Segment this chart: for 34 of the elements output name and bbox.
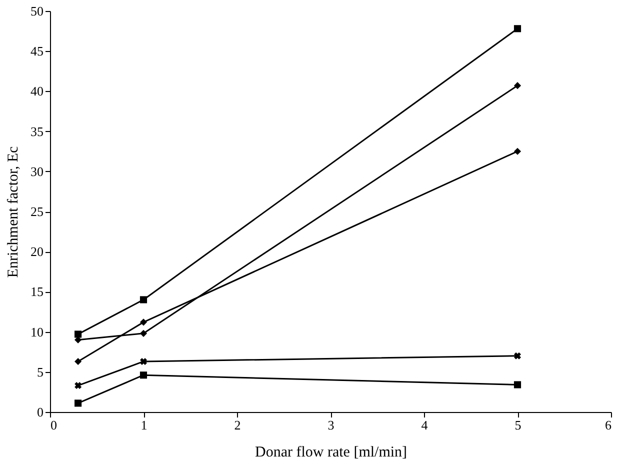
x-axis-title: Donar flow rate [ml/min] xyxy=(254,444,408,460)
point xyxy=(74,358,82,366)
point xyxy=(140,318,148,326)
point xyxy=(514,381,522,388)
x-tick-label: 6 xyxy=(605,418,612,432)
y-tick-label: 40 xyxy=(30,84,44,99)
point xyxy=(514,352,521,360)
x-tick-label: 1 xyxy=(140,418,148,432)
point xyxy=(74,330,82,338)
y-tick-label: 0 xyxy=(37,404,44,420)
point xyxy=(140,296,148,304)
x-tick-label: 2 xyxy=(234,418,241,432)
point xyxy=(140,330,148,337)
y-tick-label: 30 xyxy=(30,164,44,179)
point xyxy=(514,82,522,90)
point xyxy=(140,372,148,379)
y-tick-label: 45 xyxy=(30,44,44,59)
point xyxy=(514,148,522,155)
point xyxy=(140,358,147,365)
point xyxy=(514,25,522,32)
y-tick-label: 35 xyxy=(30,124,44,139)
point xyxy=(74,382,82,390)
point xyxy=(74,400,82,407)
y-tick-label: 25 xyxy=(30,204,44,219)
y-tick-label: 5 xyxy=(37,364,44,380)
x-tick-label: 5 xyxy=(514,418,522,432)
y-axis-title: Enrichment factor, Ec xyxy=(6,146,22,278)
y-tick-label: 20 xyxy=(30,244,44,260)
y-tick-label: 10 xyxy=(30,324,44,340)
x-tick-label: 4 xyxy=(421,418,428,432)
y-tick-label: 15 xyxy=(30,284,44,300)
x-tick-label: 0 xyxy=(50,418,57,432)
y-tick-label: 50 xyxy=(30,4,44,18)
x-tick-label: 3 xyxy=(328,418,334,432)
